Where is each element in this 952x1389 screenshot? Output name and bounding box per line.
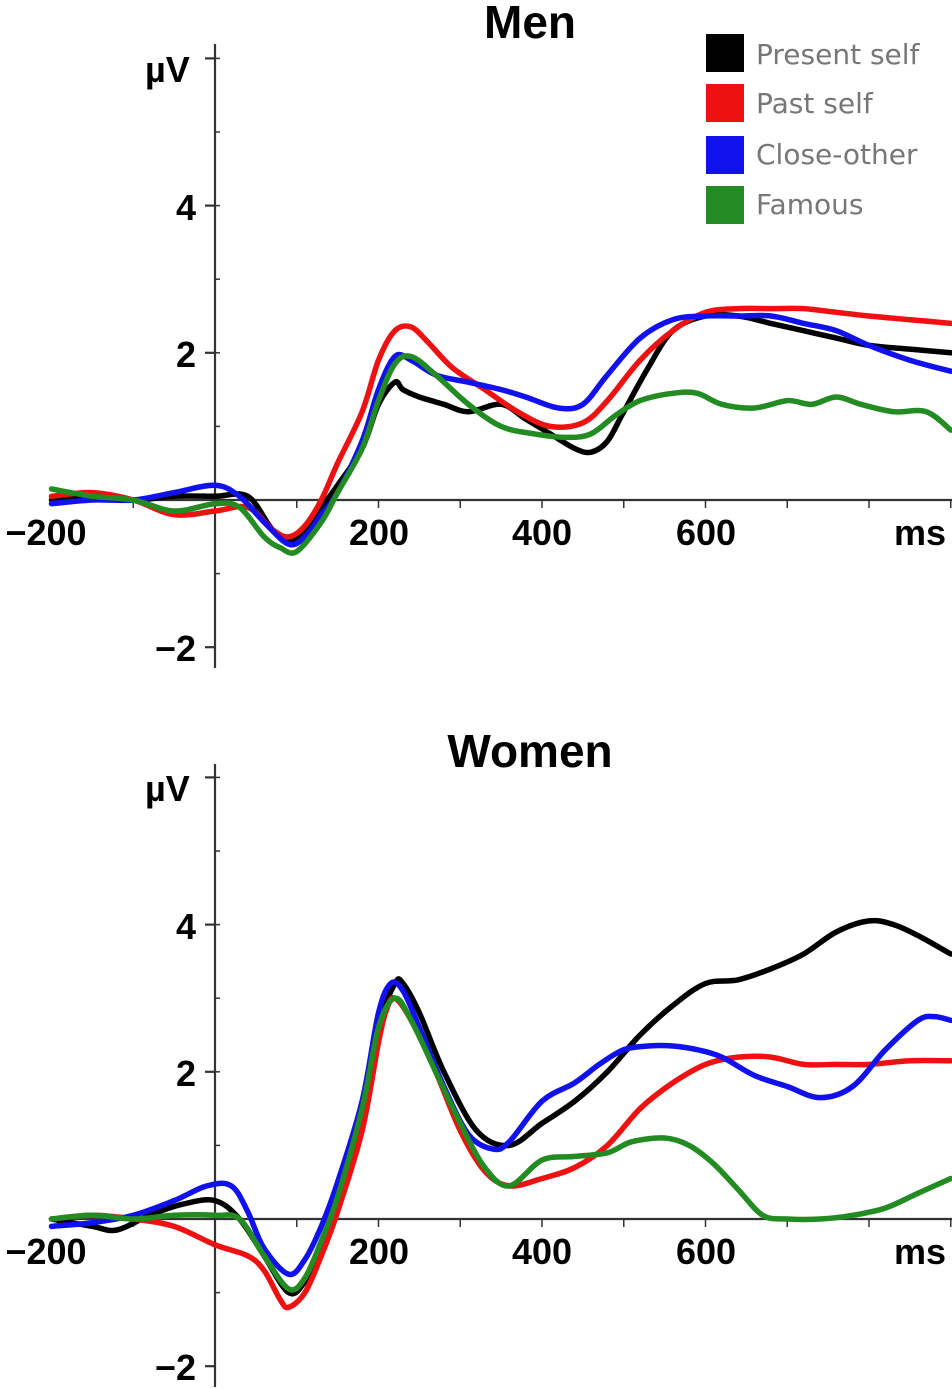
legend: Present self Past self Close-other Famou…	[706, 34, 921, 224]
legend-swatch-past-self	[706, 84, 744, 122]
legend-item-close-other: Close-other	[706, 136, 918, 174]
panel-women: Women µV 4 2 −2 −200 200 400 600 ms	[5, 725, 952, 1388]
legend-swatch-present-self	[706, 34, 744, 72]
y-unit-label-men: µV	[145, 49, 190, 90]
x-tick-label-600-women: 600	[676, 1231, 736, 1272]
axes-men	[52, 44, 952, 668]
legend-item-present-self: Present self	[706, 34, 921, 72]
series-group-men	[48, 305, 952, 556]
series-group-women	[48, 917, 952, 1311]
x-unit-label-women: ms	[894, 1231, 946, 1272]
y-unit-label-women: µV	[145, 768, 190, 809]
panel-title-women: Women	[447, 725, 612, 777]
series-line-close-other-men	[48, 312, 952, 548]
legend-label-past-self: Past self	[756, 87, 874, 120]
series-line-famous-women	[48, 995, 952, 1293]
y-tick-label-4-women: 4	[176, 906, 196, 947]
x-tick-label-200-men: 200	[349, 512, 409, 553]
legend-item-famous: Famous	[706, 186, 863, 224]
x-tick-label-200-women: 200	[349, 1231, 409, 1272]
x-tick-label-neg200-women: −200	[5, 1231, 86, 1272]
legend-item-past-self: Past self	[706, 84, 874, 122]
series-line-past-self-women	[48, 995, 952, 1311]
legend-label-close-other: Close-other	[756, 138, 918, 171]
series-line-famous-men	[48, 353, 952, 556]
x-tick-label-400-women: 400	[512, 1231, 572, 1272]
y-tick-label-2-men: 2	[176, 334, 196, 375]
panel-title-men: Men	[484, 0, 576, 48]
legend-swatch-famous	[706, 186, 744, 224]
y-tick-label-neg2-men: −2	[155, 628, 196, 669]
legend-label-famous: Famous	[756, 188, 863, 221]
y-tick-label-2-women: 2	[176, 1053, 196, 1094]
y-tick-label-4-men: 4	[176, 187, 196, 228]
legend-swatch-close-other	[706, 136, 744, 174]
x-tick-label-neg200-men: −200	[5, 512, 86, 553]
panel-men: Men µV 4 2 −2 −200 200 400 600 ms	[5, 0, 952, 669]
legend-label-present-self: Present self	[756, 38, 921, 71]
series-line-present-self-women	[48, 917, 952, 1297]
x-unit-label-men: ms	[894, 512, 946, 553]
x-tick-label-600-men: 600	[676, 512, 736, 553]
x-tick-label-400-men: 400	[512, 512, 572, 553]
y-tick-label-neg2-women: −2	[155, 1347, 196, 1388]
